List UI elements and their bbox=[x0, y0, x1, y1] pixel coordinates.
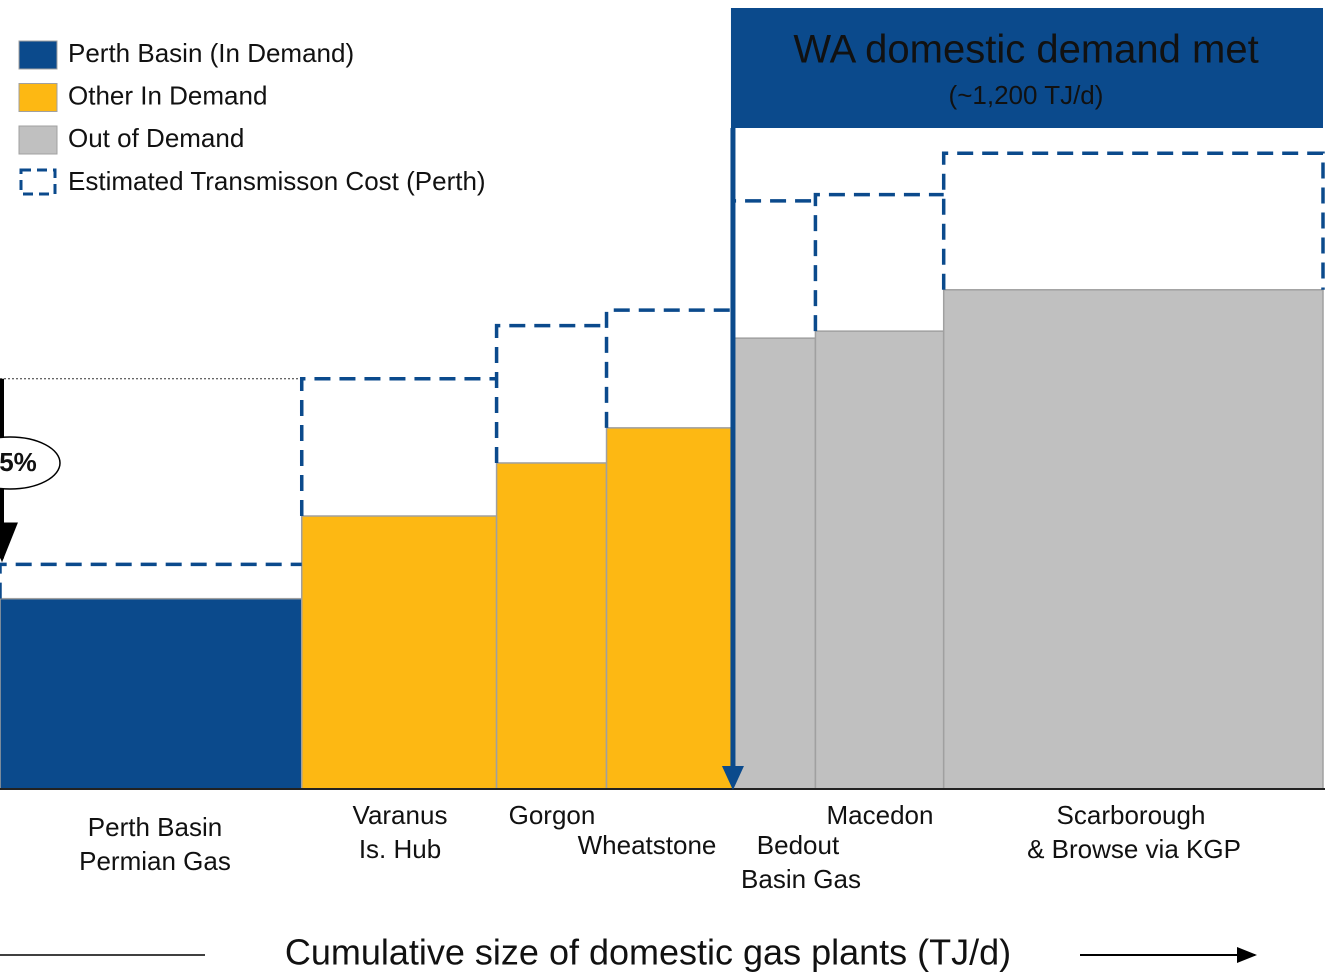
bar bbox=[300, 515, 498, 790]
bar bbox=[814, 330, 945, 790]
legend-label: Estimated Transmisson Cost (Perth) bbox=[68, 166, 486, 196]
legend-swatch bbox=[18, 40, 58, 70]
legend-label: Other In Demand bbox=[68, 80, 267, 110]
legend-swatch bbox=[19, 168, 57, 196]
transmission-cost bbox=[813, 192, 944, 332]
x-axis-title: Cumulative size of domestic gas plants (… bbox=[285, 932, 1011, 973]
x-tick-label: Permian Gas bbox=[79, 846, 231, 876]
x-tick-label: Bedout bbox=[757, 830, 840, 860]
x-tick-label: Varanus bbox=[353, 800, 448, 830]
x-tick-label: Perth Basin bbox=[88, 812, 222, 842]
bar bbox=[942, 289, 1324, 790]
legend-label: Out of Demand bbox=[68, 123, 244, 153]
transmission-cost bbox=[299, 376, 497, 516]
transmission-cost bbox=[494, 323, 607, 463]
x-tick-label: Wheatstone bbox=[578, 830, 717, 860]
bar bbox=[731, 337, 817, 790]
annotation: 5% bbox=[0, 447, 37, 477]
demand-label: (~1,200 TJ/d) bbox=[949, 80, 1104, 110]
transmission-cost bbox=[604, 308, 733, 428]
bar bbox=[0, 597, 303, 790]
legend-swatch bbox=[18, 83, 58, 112]
x-tick-label: Gorgon bbox=[509, 800, 596, 830]
demand-arrowhead bbox=[721, 766, 744, 790]
x-tick-label: Macedon bbox=[827, 800, 934, 830]
x-tick-label: Scarborough bbox=[1057, 800, 1206, 830]
transmission-cost bbox=[941, 151, 1325, 290]
bar bbox=[605, 427, 734, 790]
demand-title: WA domestic demand met bbox=[793, 28, 1258, 72]
x-tick-label: Is. Hub bbox=[359, 834, 441, 864]
legend-swatch bbox=[18, 125, 58, 155]
bar bbox=[495, 462, 608, 790]
transmission-cost bbox=[0, 562, 302, 599]
x-tick-label: Basin Gas bbox=[741, 864, 861, 894]
demand-box bbox=[730, 8, 1323, 128]
legend-label: Perth Basin (In Demand) bbox=[68, 38, 354, 68]
x-tick-label: & Browse via KGP bbox=[1027, 834, 1241, 864]
annotation-bubble bbox=[0, 436, 61, 490]
transmission-cost bbox=[730, 199, 816, 339]
